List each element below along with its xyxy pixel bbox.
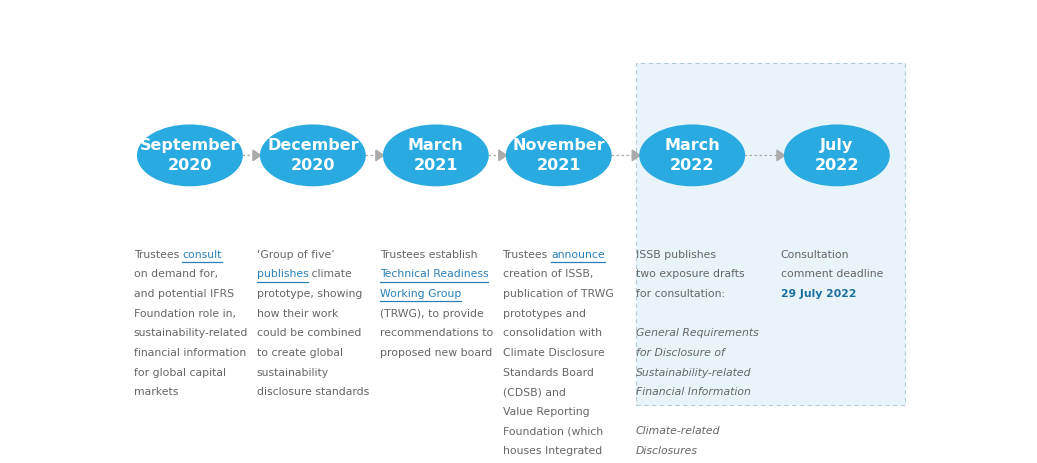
Text: Financial Information: Financial Information bbox=[636, 387, 751, 397]
Text: March
2021: March 2021 bbox=[408, 138, 464, 173]
Text: ISSB publishes: ISSB publishes bbox=[636, 250, 716, 260]
Text: March
2022: March 2022 bbox=[665, 138, 720, 173]
Text: for global capital: for global capital bbox=[134, 368, 226, 377]
Text: on demand for,: on demand for, bbox=[134, 269, 218, 280]
Text: ‘Group of five’: ‘Group of five’ bbox=[256, 250, 334, 260]
Text: prototypes and: prototypes and bbox=[503, 309, 586, 319]
Text: houses Integrated: houses Integrated bbox=[503, 446, 601, 456]
Text: consult: consult bbox=[183, 250, 222, 260]
Text: Consultation: Consultation bbox=[781, 250, 849, 260]
Text: Foundation role in,: Foundation role in, bbox=[134, 309, 235, 319]
Text: for Disclosure of: for Disclosure of bbox=[636, 348, 725, 358]
Text: Standards Board: Standards Board bbox=[503, 368, 593, 377]
Text: General Requirements: General Requirements bbox=[636, 328, 759, 338]
Text: prototype, showing: prototype, showing bbox=[256, 289, 362, 299]
Text: Value Reporting: Value Reporting bbox=[503, 407, 589, 417]
Text: two exposure drafts: two exposure drafts bbox=[636, 269, 745, 280]
Text: announce: announce bbox=[552, 250, 605, 260]
Text: sustainability-related: sustainability-related bbox=[134, 328, 248, 338]
Text: Trustees: Trustees bbox=[503, 250, 552, 260]
Text: proposed new board: proposed new board bbox=[380, 348, 492, 358]
Text: recommendations to: recommendations to bbox=[380, 328, 493, 338]
Text: November
2021: November 2021 bbox=[512, 138, 606, 173]
FancyBboxPatch shape bbox=[636, 63, 905, 405]
Ellipse shape bbox=[640, 125, 745, 186]
Text: Trustees establish: Trustees establish bbox=[380, 250, 477, 260]
Ellipse shape bbox=[384, 125, 488, 186]
Text: sustainability: sustainability bbox=[256, 368, 329, 377]
Text: how their work: how their work bbox=[256, 309, 338, 319]
Ellipse shape bbox=[785, 125, 889, 186]
Polygon shape bbox=[499, 150, 506, 161]
Text: Climate Disclosure: Climate Disclosure bbox=[503, 348, 605, 358]
Polygon shape bbox=[777, 150, 785, 161]
Ellipse shape bbox=[260, 125, 365, 186]
Text: Working Group: Working Group bbox=[380, 289, 460, 299]
Text: climate: climate bbox=[308, 269, 353, 280]
Ellipse shape bbox=[506, 125, 611, 186]
Polygon shape bbox=[375, 150, 384, 161]
Text: December
2020: December 2020 bbox=[268, 138, 359, 173]
Text: September
2020: September 2020 bbox=[140, 138, 240, 173]
Text: Trustees: Trustees bbox=[134, 250, 183, 260]
Polygon shape bbox=[633, 150, 640, 161]
Text: creation of ISSB,: creation of ISSB, bbox=[503, 269, 593, 280]
Text: July
2022: July 2022 bbox=[815, 138, 859, 173]
Text: publication of TRWG: publication of TRWG bbox=[503, 289, 613, 299]
Ellipse shape bbox=[138, 125, 243, 186]
Text: Foundation (which: Foundation (which bbox=[503, 426, 602, 436]
Text: publishes: publishes bbox=[256, 269, 308, 280]
Text: Technical Readiness: Technical Readiness bbox=[380, 269, 488, 280]
Text: for consultation:: for consultation: bbox=[636, 289, 725, 299]
Text: 29 July 2022: 29 July 2022 bbox=[781, 289, 857, 299]
Text: Climate-related: Climate-related bbox=[636, 426, 721, 436]
Text: (CDSB) and: (CDSB) and bbox=[503, 387, 565, 397]
Text: to create global: to create global bbox=[256, 348, 342, 358]
Text: disclosure standards: disclosure standards bbox=[256, 387, 369, 397]
Text: (TRWG), to provide: (TRWG), to provide bbox=[380, 309, 483, 319]
Text: markets: markets bbox=[134, 387, 178, 397]
Text: could be combined: could be combined bbox=[256, 328, 361, 338]
Text: Disclosures: Disclosures bbox=[636, 446, 698, 456]
Text: and potential IFRS: and potential IFRS bbox=[134, 289, 233, 299]
Text: Sustainability-related: Sustainability-related bbox=[636, 368, 752, 377]
Text: consolidation with: consolidation with bbox=[503, 328, 601, 338]
Text: comment deadline: comment deadline bbox=[781, 269, 882, 280]
Text: financial information: financial information bbox=[134, 348, 246, 358]
Polygon shape bbox=[253, 150, 260, 161]
